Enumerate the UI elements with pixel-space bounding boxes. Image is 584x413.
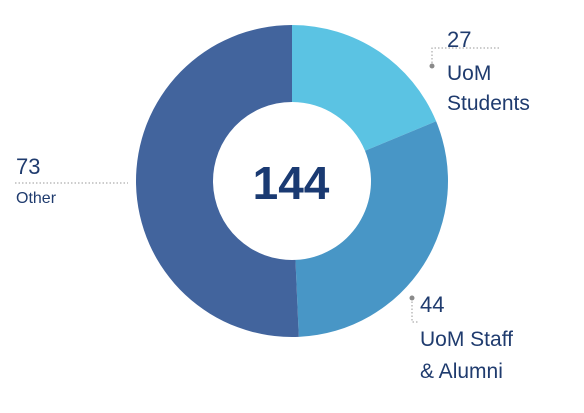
label-other-value: 73 xyxy=(16,154,40,179)
label-students-line2: Students xyxy=(447,92,530,115)
label-students-value: 27 xyxy=(447,27,471,52)
label-other: 73 Other xyxy=(16,154,57,207)
slice-other xyxy=(135,25,299,337)
slice-uom-staff-alumni xyxy=(295,121,448,337)
donut-slices xyxy=(135,25,448,337)
label-students-line1: UoM xyxy=(447,62,491,85)
label-staff-value: 44 xyxy=(420,292,444,317)
total-value: 144 xyxy=(253,157,330,209)
label-staff-line2: & Alumni xyxy=(420,360,503,383)
leader-lines xyxy=(15,47,500,323)
label-uom-students: 27 UoM Students xyxy=(447,27,530,115)
slice-uom-students xyxy=(292,25,437,151)
label-uom-staff-alumni: 44 UoM Staff & Alumni xyxy=(420,292,513,383)
label-staff-line1: UoM Staff xyxy=(420,328,513,351)
label-other-line1: Other xyxy=(16,190,57,207)
